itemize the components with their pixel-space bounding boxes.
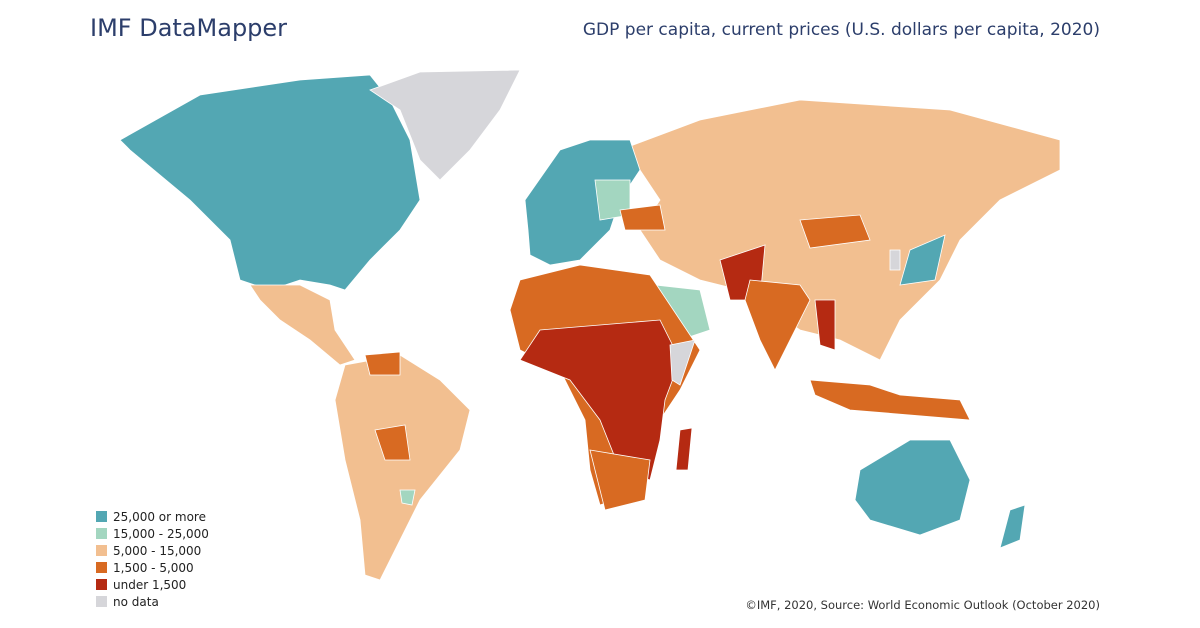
legend-item: 25,000 or more [96,508,209,525]
legend-item: under 1,500 [96,576,209,593]
north-america [119,74,421,291]
legend-item: no data [96,593,209,610]
mongolia [799,214,871,249]
central-america [249,284,356,366]
north-korea [889,249,901,271]
south-america [334,354,471,581]
legend: 25,000 or more 15,000 - 25,000 5,000 - 15,… [96,508,209,610]
japan [899,234,946,286]
legend-label: 15,000 - 25,000 [113,526,209,541]
legend-label: under 1,500 [113,577,187,592]
myanmar [814,299,836,351]
greenland [369,69,521,181]
bolivia [374,424,411,461]
legend-item: 5,000 - 15,000 [96,542,209,559]
ukraine [619,204,666,231]
legend-item: 15,000 - 25,000 [96,525,209,542]
source: ©IMF, 2020, Source: World Economic Outlo… [745,598,1100,612]
legend-item: 1,500 - 5,000 [96,559,209,576]
legend-label: 1,500 - 5,000 [113,560,194,575]
indonesia [809,379,971,421]
legend-swatch [96,545,107,556]
subtitle: GDP per capita, current prices (U.S. dol… [582,20,1100,40]
australia [854,439,971,536]
new-zealand [999,504,1026,549]
legend-label: 25,000 or more [113,509,206,524]
uruguay [399,489,416,506]
legend-swatch [96,528,107,539]
southern-africa [589,449,651,511]
title: IMF DataMapper [90,14,288,42]
legend-label: no data [113,594,159,609]
legend-label: 5,000 - 15,000 [113,543,202,558]
india [744,279,811,371]
legend-swatch [96,511,107,522]
somalia [669,339,696,386]
legend-swatch [96,562,107,573]
legend-swatch [96,596,107,607]
legend-swatch [96,579,107,590]
madagascar [675,427,693,471]
venezuela [364,351,401,376]
